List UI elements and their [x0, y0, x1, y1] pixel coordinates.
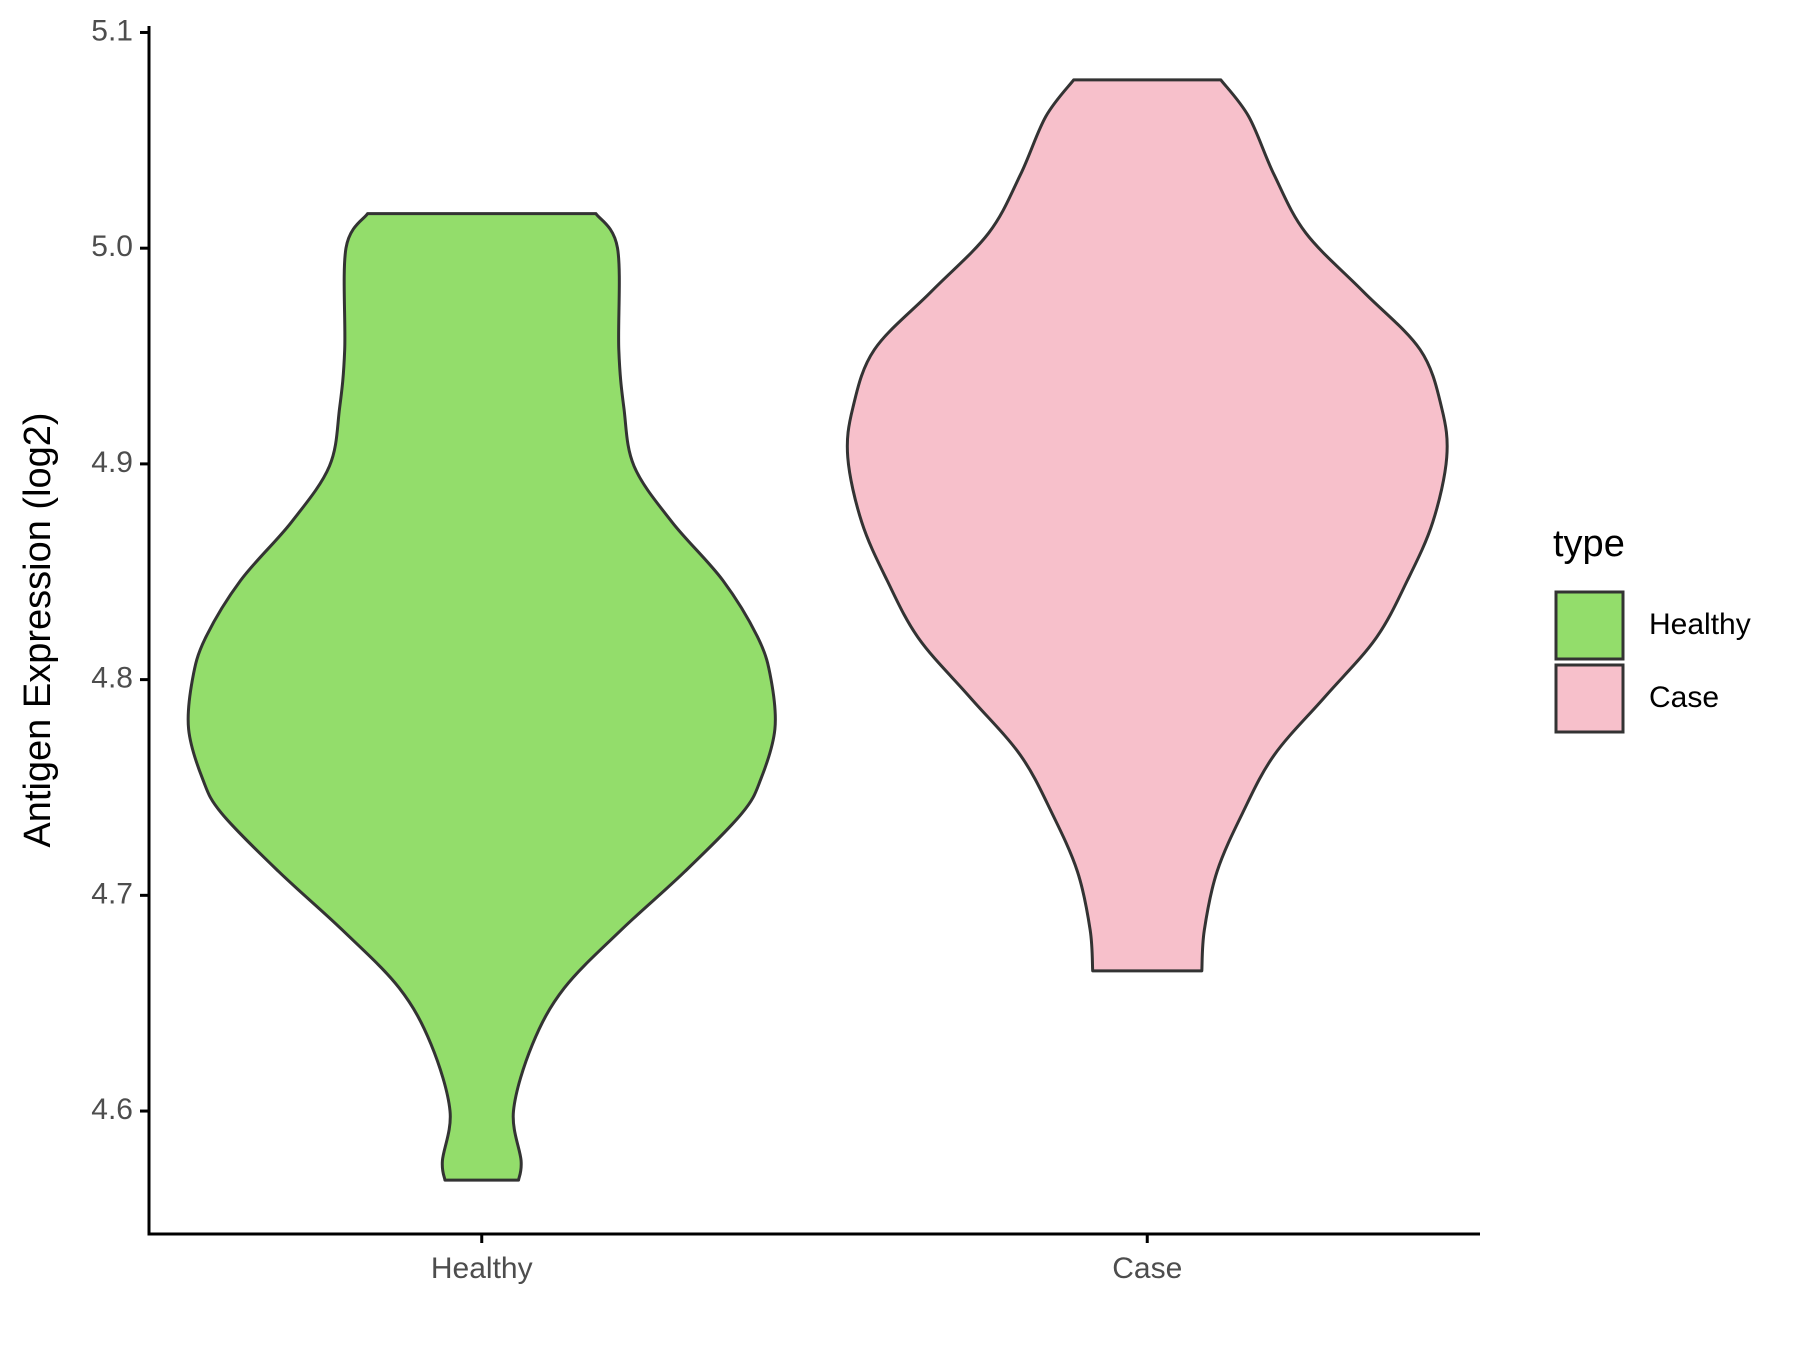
legend-key	[1554, 590, 1625, 661]
legend-key	[1554, 663, 1625, 734]
legend-label: Healthy	[1649, 608, 1751, 641]
y-tick-label: 5.1	[91, 14, 133, 47]
y-axis-title: Antigen Expression (log2)	[17, 412, 59, 847]
y-tick-label: 5.0	[91, 230, 133, 263]
y-tick-label: 4.6	[91, 1093, 133, 1126]
x-tick-label: Case	[1112, 1252, 1182, 1285]
y-tick-label: 4.7	[91, 877, 133, 910]
violin	[186, 212, 777, 1182]
y-tick-label: 4.9	[91, 446, 133, 479]
violin	[845, 78, 1449, 973]
legend-title: type	[1553, 523, 1625, 565]
y-tick-label: 4.8	[91, 662, 133, 695]
x-tick-label: Healthy	[431, 1252, 533, 1285]
legend-label: Case	[1649, 681, 1719, 714]
